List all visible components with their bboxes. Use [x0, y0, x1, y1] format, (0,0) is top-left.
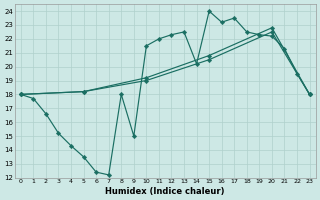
X-axis label: Humidex (Indice chaleur): Humidex (Indice chaleur) — [106, 187, 225, 196]
